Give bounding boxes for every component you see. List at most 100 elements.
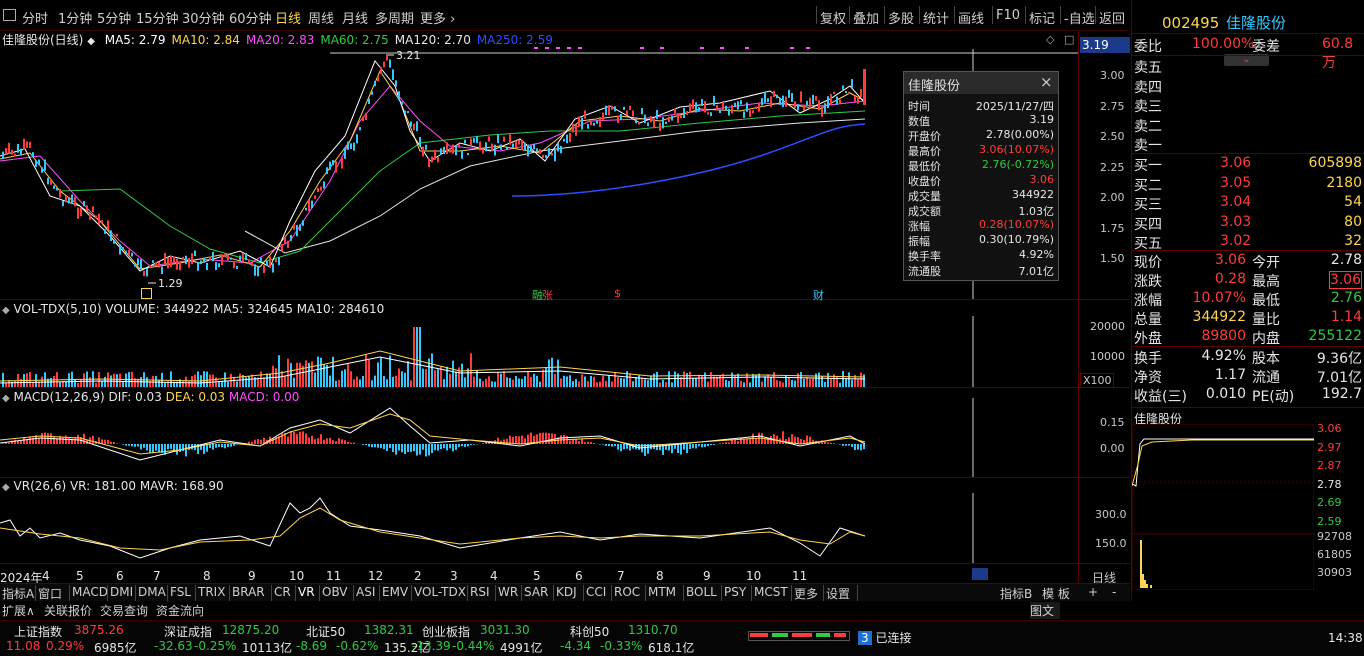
indicator-tab-right-1[interactable]: 模 板: [1042, 585, 1070, 602]
volume-bar: [500, 374, 502, 387]
indicator-tab-right-3[interactable]: -: [1112, 585, 1116, 599]
clock: 14:38: [1328, 631, 1363, 645]
index-name: 科创50: [570, 623, 609, 640]
period-tab-8[interactable]: 月线: [342, 8, 368, 27]
volume-bar: [314, 373, 316, 387]
indicator-tab-8[interactable]: CR: [274, 585, 291, 599]
macd-bar: [134, 444, 136, 447]
indicator-tab-19[interactable]: ROC: [614, 585, 640, 599]
mini-intraday-chart[interactable]: [1132, 424, 1314, 590]
toolbar-button-2[interactable]: 多股: [888, 8, 914, 27]
indicator-tab-23[interactable]: MCST: [754, 585, 788, 599]
volume-bar: [410, 380, 412, 387]
extension-tab-0[interactable]: 扩展∧: [2, 602, 35, 619]
tooltip-key: 最低价: [908, 158, 941, 174]
extension-tab-2[interactable]: 交易查询: [100, 602, 148, 619]
volume-bar: [533, 374, 535, 387]
period-tab-3[interactable]: 15分钟: [136, 8, 179, 27]
period-tab-5[interactable]: 60分钟: [229, 8, 272, 27]
toolbar-button-5[interactable]: F10: [996, 8, 1020, 23]
candle: [626, 110, 628, 115]
toolbar-button-3[interactable]: 统计: [923, 8, 949, 27]
indicator-tab-9[interactable]: VR: [298, 585, 315, 599]
indicator-tab-15[interactable]: WR: [498, 585, 518, 599]
candle: [182, 257, 184, 260]
candle: [389, 60, 391, 68]
indicator-tab-16[interactable]: SAR: [524, 585, 548, 599]
volume-bar: [446, 367, 448, 387]
candle: [491, 144, 493, 152]
period-tab-7[interactable]: 周线: [308, 8, 334, 27]
indicator-tab-5[interactable]: FSL: [170, 585, 191, 599]
indicator-tab-10[interactable]: OBV: [322, 585, 348, 599]
toggle-panel-icon[interactable]: [3, 9, 16, 21]
candle: [749, 110, 751, 117]
period-tab-1[interactable]: 1分钟: [58, 8, 92, 27]
sell-level-1: 卖四: [1134, 77, 1364, 96]
period-tab-2[interactable]: 5分钟: [97, 8, 131, 27]
indicator-tab-right-0[interactable]: 指标B: [1000, 585, 1032, 602]
month-label: 11: [792, 569, 807, 583]
candle: [257, 266, 259, 276]
tab-separator: [611, 585, 612, 601]
period-tab-10[interactable]: 更多 ›: [420, 8, 455, 27]
indicator-tab-1[interactable]: 窗口: [38, 585, 62, 602]
indicator-tab-24[interactable]: 更多: [794, 585, 818, 602]
indicator-tab-13[interactable]: VOL-TDX: [414, 585, 466, 599]
period-tab-9[interactable]: 多周期: [375, 8, 414, 27]
connection-status[interactable]: 3 已连接: [858, 629, 911, 646]
toolbar-button-1[interactable]: 叠加: [853, 8, 879, 27]
indicator-tab-2[interactable]: MACD: [72, 585, 108, 599]
indicator-tab-18[interactable]: CCI: [586, 585, 606, 599]
macd-bar: [797, 437, 799, 444]
tab-graphic[interactable]: 图文: [1030, 602, 1060, 619]
macd-bar: [326, 438, 328, 444]
indicator-tab-21[interactable]: BOLL: [686, 585, 717, 599]
toolbar-button-8[interactable]: 返回: [1099, 8, 1125, 27]
indicator-tab-11[interactable]: ASI: [356, 585, 375, 599]
toolbar-button-4[interactable]: 画线: [958, 8, 984, 27]
event-tag-dollar[interactable]: $: [614, 287, 621, 300]
candle: [641, 108, 643, 114]
extension-tab-1[interactable]: 关联报价: [44, 602, 92, 619]
indicator-tab-17[interactable]: KDJ: [556, 585, 577, 599]
close-icon[interactable]: ×: [1040, 73, 1053, 91]
indicator-tab-right-2[interactable]: +: [1088, 585, 1098, 599]
indicator-tab-22[interactable]: PSY: [724, 585, 746, 599]
candle: [134, 264, 136, 267]
ma5-line: [0, 61, 865, 271]
indicator-tab-14[interactable]: RSI: [470, 585, 490, 599]
volume-bar: [197, 371, 199, 387]
candle: [254, 264, 256, 275]
volume-bar: [449, 374, 451, 387]
indicator-tab-6[interactable]: TRIX: [198, 585, 225, 599]
indicator-tab-7[interactable]: BRAR: [232, 585, 265, 599]
indicator-tab-3[interactable]: DMI: [110, 585, 133, 599]
indicator-tab-0[interactable]: 指标A: [2, 585, 34, 602]
toolbar-button-7[interactable]: -自选: [1064, 8, 1095, 27]
indicator-tab-4[interactable]: DMA: [138, 585, 166, 599]
period-tab-0[interactable]: 分时: [22, 8, 48, 27]
indicator-tab-12[interactable]: EMV: [382, 585, 408, 599]
toolbar-button-6[interactable]: 标记: [1029, 8, 1055, 27]
volume-bar: [422, 369, 424, 387]
period-tab-6[interactable]: 日线: [275, 8, 301, 27]
extension-tab-3[interactable]: 资金流向: [156, 602, 204, 619]
candle: [362, 117, 364, 122]
indicator-tab-25[interactable]: 设置: [826, 585, 850, 602]
low-box-icon[interactable]: [141, 288, 152, 299]
candle: [482, 149, 484, 154]
indicator-tab-20[interactable]: MTM: [648, 585, 676, 599]
macd-bar: [692, 444, 694, 448]
period-tab-4[interactable]: 30分钟: [182, 8, 225, 27]
toolbar-button-0[interactable]: 复权: [820, 8, 846, 27]
macd-bar: [227, 444, 229, 447]
buy-label: 买四: [1134, 217, 1162, 233]
month-label: 10: [289, 569, 304, 583]
